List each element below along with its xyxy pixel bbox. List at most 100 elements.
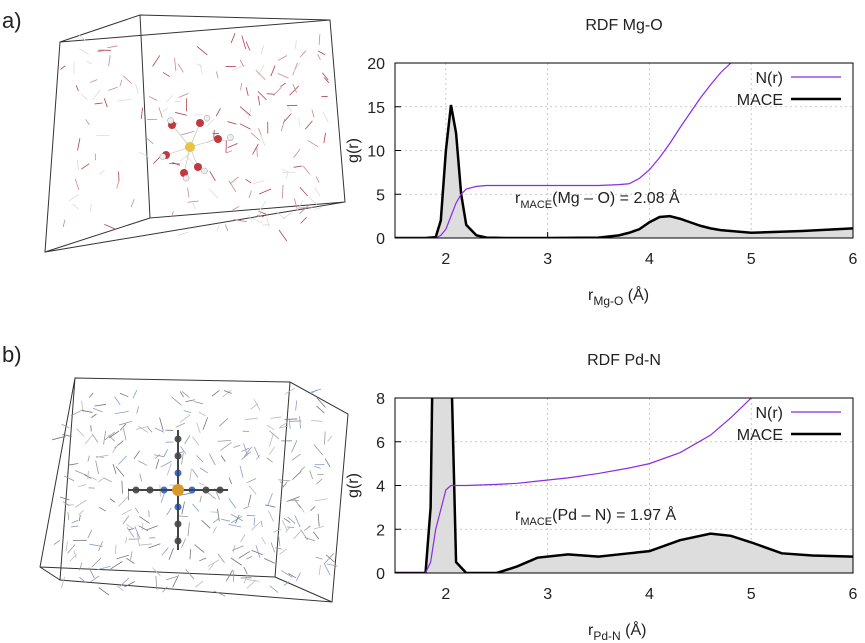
bond [255,545,261,558]
bond [130,199,135,208]
bond [228,180,237,193]
bond [302,165,310,175]
bond [252,217,263,224]
bond [138,525,148,532]
bond [243,505,250,510]
bond [241,451,252,460]
line [395,63,732,238]
bond [232,544,236,553]
bond [314,498,328,502]
bond [112,443,119,453]
plot-frame [394,62,854,239]
bond [96,565,111,571]
bond [209,171,216,181]
bond [225,569,234,582]
bond [88,392,94,398]
bond [61,423,70,429]
bond [62,501,70,507]
bond [89,203,92,213]
bond [68,463,79,466]
bond [217,553,225,563]
x-tick-label: 3 [543,251,552,268]
bond [138,543,152,546]
bond [293,529,303,540]
bond [288,573,297,579]
bond [61,576,66,589]
bond [183,410,192,413]
bond [269,430,280,440]
bond [126,527,135,538]
bond [67,512,70,521]
bond [98,587,110,596]
bond [179,492,192,496]
bond [278,229,288,242]
bond [322,72,329,81]
bond [261,537,266,545]
bond [309,197,317,205]
bond [92,433,99,443]
annotation-main: r [515,190,521,207]
bond [323,132,326,144]
x-tick-label: 5 [747,586,756,603]
bond [134,507,139,514]
bond [175,422,185,428]
bond [97,49,107,53]
bond [94,404,107,407]
bond [299,206,313,209]
x-tick-label: 3 [543,586,552,603]
bond [94,102,103,105]
x-axis-label-sub: Pd-N [593,629,620,643]
bond [78,484,87,488]
bond [250,403,258,410]
bond [195,580,204,588]
bond [65,541,68,551]
bond [172,574,179,588]
bond [179,391,184,398]
x-axis-label: rPd-N (Å) [588,620,646,643]
bond [324,553,335,564]
bond [89,575,100,583]
bond [76,159,80,171]
bond [132,389,138,399]
bond [189,468,192,481]
bond [119,392,129,398]
bond [112,463,117,475]
bond [108,86,118,91]
bond [284,387,296,395]
bond [280,481,285,488]
bond [59,496,70,501]
y-tick-label: 20 [367,56,385,73]
bond [79,34,86,41]
bond [248,214,253,223]
bond [278,425,289,429]
bond [227,121,237,125]
bond [219,418,229,427]
bond [257,200,267,213]
bond [283,517,291,523]
bond [272,529,282,533]
bond [224,224,229,232]
bond [79,576,87,584]
bond [199,557,207,562]
bond [326,563,338,567]
x-axis-label-rest: (Å) [621,620,647,639]
bond [280,82,286,88]
bond [119,79,123,87]
bond [109,498,116,503]
bond [240,534,246,543]
bond [185,569,195,580]
bond [256,146,258,157]
bond [135,83,139,94]
atom [167,117,174,124]
bond [104,223,116,230]
bond [299,204,310,214]
bond [245,41,251,51]
bond [285,172,289,179]
annotation: rMACE(Pd – N) = 1.97 Å [515,505,677,528]
bond [230,557,243,566]
bond [71,519,79,524]
atom [214,135,222,143]
bond [121,480,123,494]
bond [177,231,189,236]
bond [223,390,232,394]
